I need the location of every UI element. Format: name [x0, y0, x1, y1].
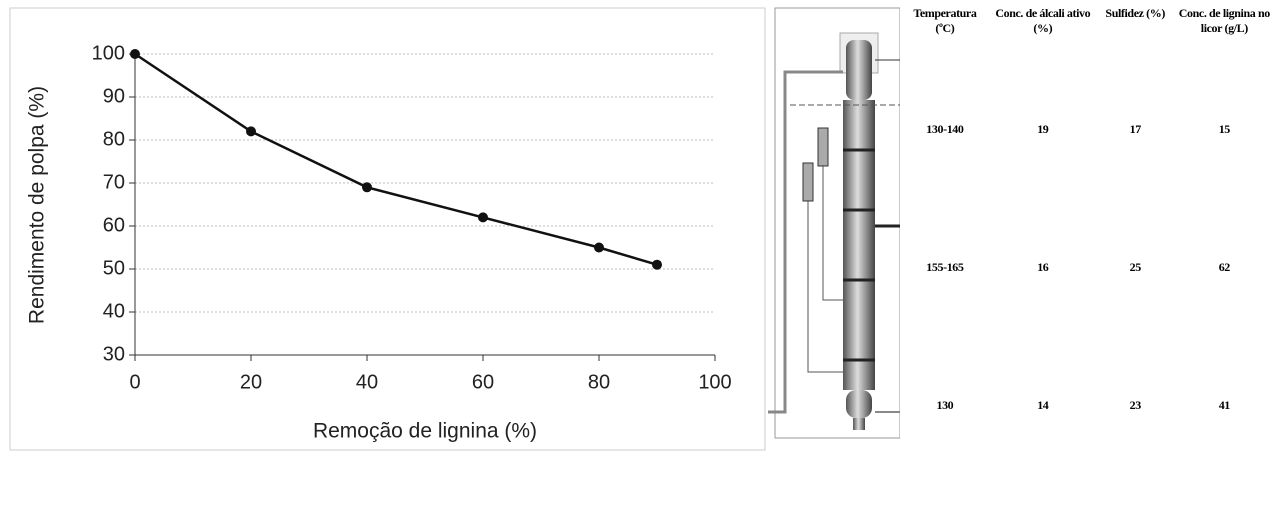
x-tick-label: 60 [472, 371, 494, 393]
table-cell: 23 [1129, 398, 1142, 412]
table-cell: 17 [1129, 122, 1142, 136]
table-cell: 15 [1218, 122, 1231, 136]
table-cell: 130-140 [926, 122, 964, 136]
y-tick-label: 70 [103, 171, 125, 193]
y-tick-label: 50 [103, 257, 125, 279]
y-tick-label: 60 [103, 214, 125, 236]
x-tick-label: 20 [240, 371, 262, 393]
page: Remoção de lignina (%) Rendimento de pol… [9, 6, 1271, 451]
table-cell: 16 [1037, 260, 1049, 274]
x-tick-label: 80 [588, 371, 610, 393]
x-tick-label: 100 [698, 371, 731, 393]
chart: Remoção de lignina (%) Rendimento de pol… [9, 7, 900, 451]
point [130, 49, 140, 59]
table-row: 130-140 19 17 15 [902, 102, 1276, 240]
point [478, 212, 488, 223]
table-cell: 130 [936, 398, 954, 412]
y-tick-label: 100 [92, 42, 125, 64]
table-cell: 14 [1037, 398, 1049, 412]
point [594, 242, 604, 253]
x-axis-label: Remoção de lignina (%) [313, 420, 537, 443]
table-cell: 19 [1037, 122, 1049, 136]
y-tick-label: 90 [103, 85, 125, 107]
point [246, 126, 256, 137]
y-axis-label: Rendimento de polpa (%) [26, 86, 49, 324]
table-cell: 155-165 [926, 260, 964, 274]
chart-frame [9, 7, 766, 451]
table: Temperatura (ºC) Conc. de álcali ativo (%… [902, 6, 1276, 516]
y-tick-label: 30 [103, 343, 125, 365]
y-tick-label: 40 [103, 300, 125, 322]
line [134, 52, 658, 266]
y-tick-label: 80 [103, 128, 125, 150]
table-row: 130 14 23 41 [902, 378, 1276, 516]
digester-diagram [768, 7, 900, 439]
x-tick-label: 40 [356, 371, 378, 393]
table-header-cell: Temperatura (ºC) [913, 6, 977, 35]
x-tick-label: 0 [129, 371, 140, 393]
table-cell: 62 [1218, 260, 1231, 274]
point [362, 182, 372, 193]
table-cell: 25 [1129, 260, 1142, 274]
table-row: 155-165 16 25 62 [902, 240, 1276, 378]
table-header-cell: Conc. de lignina no licor (g/L) [1178, 6, 1270, 35]
point [652, 259, 662, 270]
table-header-cell: Sulfidez (%) [1105, 6, 1165, 20]
table-cell: 41 [1218, 398, 1231, 412]
table-header-cell: Conc. de álcali ativo (%) [995, 6, 1091, 35]
